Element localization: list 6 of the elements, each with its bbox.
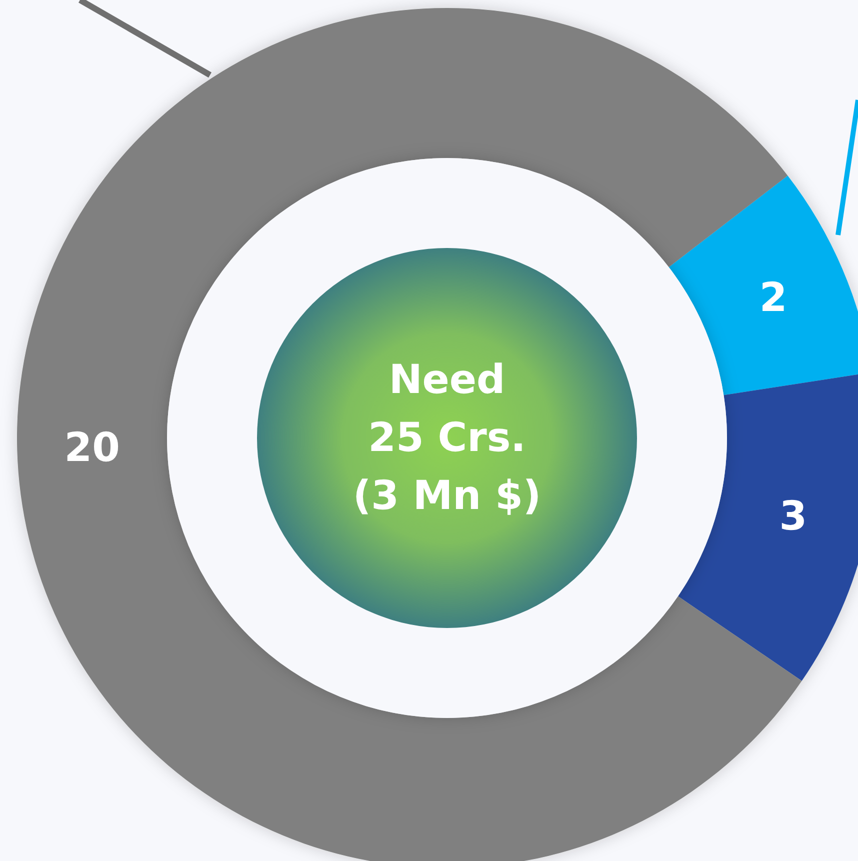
data-label: 3 xyxy=(779,494,808,540)
data-label: 20 xyxy=(64,424,120,471)
text: 25 Crs. xyxy=(368,415,526,461)
text: Need xyxy=(388,357,506,403)
data-label: 2 xyxy=(759,275,788,322)
text: (3 Mn $) xyxy=(352,473,542,519)
